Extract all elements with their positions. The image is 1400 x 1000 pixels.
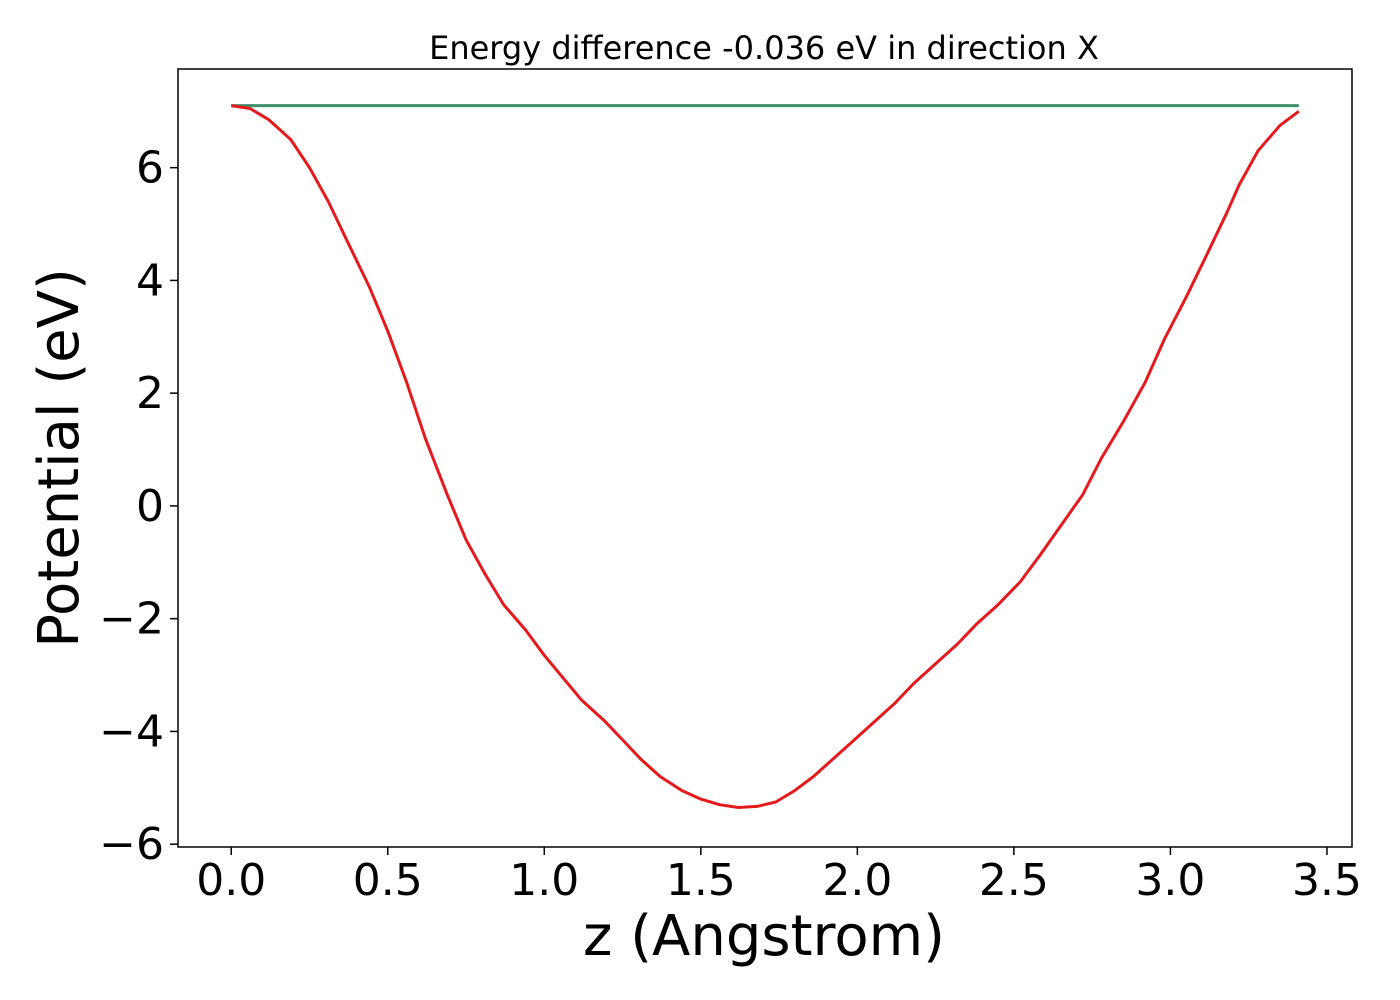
y-tick-label: −2 bbox=[99, 594, 164, 645]
x-tick-label: 0.0 bbox=[196, 855, 266, 906]
x-tick-label: 0.5 bbox=[353, 855, 423, 906]
x-axis-label: z (Angstrom) bbox=[583, 904, 945, 969]
y-tick-label: 6 bbox=[136, 143, 164, 194]
x-tick-label: 1.5 bbox=[666, 855, 736, 906]
y-tick-label: 4 bbox=[136, 255, 164, 306]
x-tick-label: 2.5 bbox=[979, 855, 1049, 906]
plot-lines bbox=[230, 104, 1300, 809]
y-tick-label: −4 bbox=[99, 706, 164, 757]
x-tick-label: 1.0 bbox=[509, 855, 579, 906]
y-axis-ticks: −6 −4 −2 0 2 4 6 bbox=[99, 143, 178, 870]
plot-frame bbox=[177, 68, 1353, 848]
x-axis-ticks: 0.0 0.5 1.0 1.5 2.0 2.5 3.0 3.5 bbox=[196, 847, 1362, 906]
y-tick-label: −6 bbox=[99, 819, 164, 870]
y-axis-label: Potential (eV) bbox=[27, 268, 92, 648]
y-tick-label: 0 bbox=[136, 481, 164, 532]
x-tick-label: 3.5 bbox=[1292, 855, 1362, 906]
x-tick-label: 2.0 bbox=[822, 855, 892, 906]
x-tick-label: 3.0 bbox=[1135, 855, 1205, 906]
series-line-1 bbox=[230, 104, 1300, 809]
chart-title: Energy difference -0.036 eV in direction… bbox=[429, 29, 1099, 67]
y-tick-label: 2 bbox=[136, 368, 164, 419]
